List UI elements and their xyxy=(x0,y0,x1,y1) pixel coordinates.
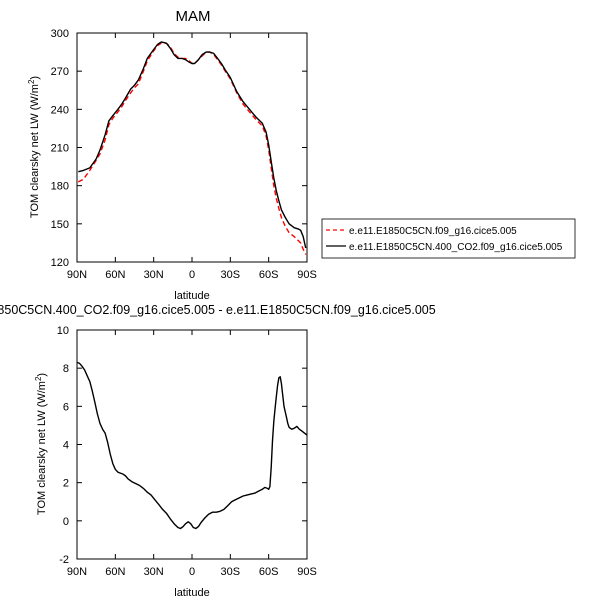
top-y-tick-label: 240 xyxy=(51,104,69,116)
top-x-tick-label: 30S xyxy=(221,269,241,281)
top-chart: MAM 120 150 180 210 240 270 300 90N 60N 30N 0 30S 6… xyxy=(27,8,317,302)
bottom-y-axis-label-end: ) xyxy=(36,373,48,377)
top-y-axis-label: TOM clearsky net LW (W/m2) xyxy=(27,76,41,218)
top-y-axis-label-end: ) xyxy=(29,76,41,80)
top-y-tick-label: 150 xyxy=(51,219,69,231)
bottom-x-axis-label: latitude xyxy=(174,587,209,599)
bot-x-tick-label: 60S xyxy=(259,566,279,578)
top-x-tick-label: 60N xyxy=(105,269,125,281)
bot-x-tick-label: 30N xyxy=(144,566,164,578)
bot-y-tick-label: 2 xyxy=(63,478,69,490)
top-y-axis-label-main: TOM clearsky net LW (W/m xyxy=(29,84,41,218)
bot-x-tick-label: 90S xyxy=(297,566,317,578)
top-x-tick-label: 30N xyxy=(144,269,164,281)
legend-label-co2: e.e11.E1850C5CN.400_CO2.f09_g16.cice5.00… xyxy=(349,242,563,253)
bot-y-tick-label: 6 xyxy=(63,401,69,413)
top-y-tick-label: 120 xyxy=(51,257,69,269)
top-series-line-0 xyxy=(77,42,307,255)
top-series-group xyxy=(77,41,307,255)
top-x-tick-label: 90N xyxy=(67,269,87,281)
top-x-tick-label: 60S xyxy=(259,269,279,281)
top-y-tick-label: 180 xyxy=(51,181,69,193)
top-chart-title: MAM xyxy=(176,8,211,25)
bottom-chart: e.e11.E1850C5CN.400_CO2.f09_g16.cice5.00… xyxy=(0,303,436,599)
top-y-tick-label: 270 xyxy=(51,66,69,78)
legend: e.e11.E1850C5CN.f09_g16.cice5.005 e.e11.… xyxy=(321,218,576,259)
legend-label-control: e.e11.E1850C5CN.f09_g16.cice5.005 xyxy=(349,226,517,237)
bottom-y-axis-label-main: TOM clearsky net LW (W/m xyxy=(36,381,48,515)
top-plot-frame xyxy=(76,32,308,263)
bot-x-tick-label: 30S xyxy=(221,566,241,578)
bottom-x-ticks: 90N 60N 30N 0 30S 60S 90S xyxy=(67,330,317,578)
top-y-tick-label: 300 xyxy=(51,28,69,40)
bottom-y-axis-label: TOM clearsky net LW (W/m2) xyxy=(34,373,48,515)
bot-x-tick-label: 90N xyxy=(67,566,87,578)
bot-x-tick-label: 60N xyxy=(105,566,125,578)
top-x-axis-label: latitude xyxy=(174,290,209,302)
top-x-tick-label: 90S xyxy=(297,269,317,281)
legend-box xyxy=(321,218,576,259)
bottom-series-group xyxy=(76,361,308,530)
bot-x-tick-label: 0 xyxy=(189,566,195,578)
top-x-ticks: 90N 60N 30N 0 30S 60S 90S xyxy=(67,33,317,281)
bot-y-tick-label: -2 xyxy=(59,554,69,566)
bot-y-tick-label: 4 xyxy=(63,440,69,452)
bot-y-tick-label: 0 xyxy=(63,516,69,528)
bottom-y-ticks: -2 0 2 4 6 8 10 xyxy=(57,325,307,566)
top-series-line-1 xyxy=(78,41,307,249)
bot-series-line-0 xyxy=(76,361,308,530)
top-y-tick-label: 210 xyxy=(51,143,69,155)
top-y-ticks: 120 150 180 210 240 270 300 xyxy=(51,28,307,269)
bottom-chart-title: e.e11.E1850C5CN.400_CO2.f09_g16.cice5.00… xyxy=(0,303,436,317)
top-y-axis-label-sup: 2 xyxy=(27,79,36,84)
bot-y-tick-label: 10 xyxy=(57,325,69,337)
top-x-tick-label: 0 xyxy=(189,269,195,281)
bottom-y-axis-label-sup: 2 xyxy=(34,376,43,381)
bot-y-tick-label: 8 xyxy=(63,363,69,375)
